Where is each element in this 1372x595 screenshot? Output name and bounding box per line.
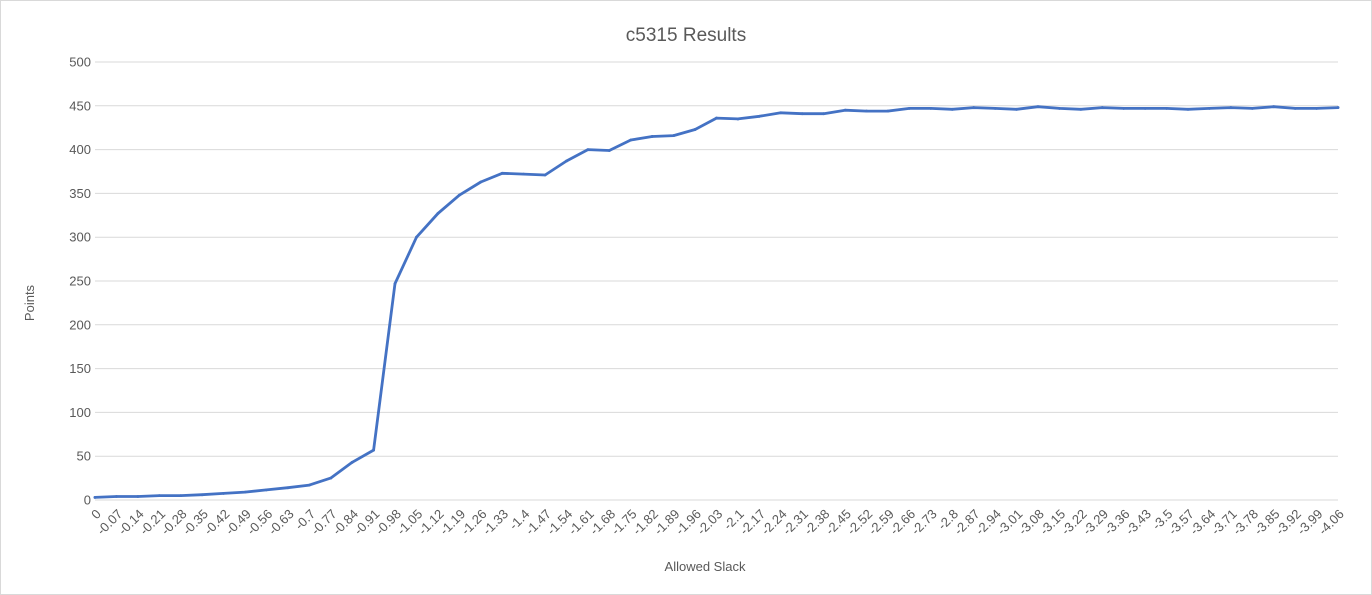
- data-point: [350, 460, 354, 464]
- data-point: [1250, 107, 1254, 110]
- data-point: [1079, 107, 1083, 111]
- data-point: [1208, 107, 1211, 110]
- data-point: [565, 159, 568, 163]
- y-axis-title: Points: [22, 284, 37, 321]
- y-tick-label: 150: [69, 361, 91, 376]
- data-point: [650, 135, 654, 138]
- x-axis-ticks: 0-0.07-0.14-0.21-0.28-0.35-0.42-0.49-0.5…: [88, 506, 1347, 538]
- data-point: [1186, 107, 1190, 111]
- data-point: [415, 235, 418, 239]
- data-point: [1122, 107, 1126, 110]
- data-point: [329, 476, 333, 480]
- data-point: [672, 134, 676, 137]
- data-point: [822, 112, 826, 116]
- data-point: [1057, 107, 1061, 110]
- y-tick-label: 400: [69, 142, 91, 157]
- data-point: [736, 117, 740, 121]
- data-point: [757, 114, 761, 118]
- data-point: [586, 148, 590, 152]
- data-point: [779, 111, 783, 115]
- data-point: [1272, 105, 1276, 109]
- series: [93, 105, 1340, 499]
- data-point: [972, 106, 976, 109]
- data-point: [500, 171, 504, 175]
- data-point: [1229, 106, 1233, 109]
- data-point: [1015, 107, 1018, 111]
- series-line: [93, 105, 1340, 499]
- data-point: [693, 128, 697, 131]
- data-point: [950, 107, 954, 111]
- y-tick-label: 100: [69, 405, 91, 420]
- chart-title: c5315 Results: [626, 25, 746, 46]
- data-point: [286, 486, 290, 490]
- data-point: [179, 494, 183, 498]
- data-point: [479, 180, 483, 184]
- data-point: [243, 490, 247, 494]
- data-point: [543, 173, 547, 177]
- data-point: [1293, 107, 1297, 110]
- data-point: [200, 493, 204, 497]
- data-point: [372, 448, 376, 452]
- y-tick-label: 300: [69, 230, 91, 245]
- data-point: [607, 149, 611, 152]
- data-point: [522, 172, 526, 176]
- y-tick-label: 450: [69, 98, 91, 113]
- data-point: [907, 107, 911, 110]
- data-point: [457, 193, 461, 197]
- data-point: [136, 495, 140, 498]
- data-point: [993, 107, 997, 110]
- data-point: [843, 108, 847, 112]
- y-tick-label: 500: [69, 55, 91, 70]
- data-point: [1336, 106, 1340, 109]
- data-point: [1036, 105, 1040, 109]
- data-point: [886, 109, 890, 113]
- data-point: [115, 495, 118, 498]
- y-axis-ticks: 0 50 100 150 200 250 300 350 400 450 500: [69, 55, 91, 508]
- data-point: [865, 109, 868, 113]
- data-point: [800, 112, 804, 116]
- data-point: [265, 488, 268, 492]
- data-point: [157, 494, 161, 498]
- y-tick-label: 250: [69, 274, 91, 289]
- data-point: [1100, 106, 1104, 109]
- data-point: [715, 116, 718, 120]
- data-point: [929, 107, 933, 110]
- data-point: [1165, 107, 1168, 110]
- data-point: [393, 282, 397, 286]
- data-point: [222, 492, 225, 495]
- x-axis-title: Allowed Slack: [665, 559, 746, 574]
- y-tick-label: 50: [77, 449, 91, 464]
- data-point: [1143, 107, 1147, 110]
- data-point: [307, 483, 311, 487]
- data-point: [1315, 107, 1318, 110]
- x-tick-label: -4.06: [1315, 506, 1347, 538]
- y-tick-label: 200: [69, 317, 91, 332]
- y-tick-label: 0: [84, 493, 91, 508]
- data-point: [629, 138, 633, 142]
- data-point: [93, 495, 97, 499]
- data-point: [436, 212, 440, 215]
- y-tick-label: 350: [69, 186, 91, 201]
- gridlines: [95, 61, 1338, 501]
